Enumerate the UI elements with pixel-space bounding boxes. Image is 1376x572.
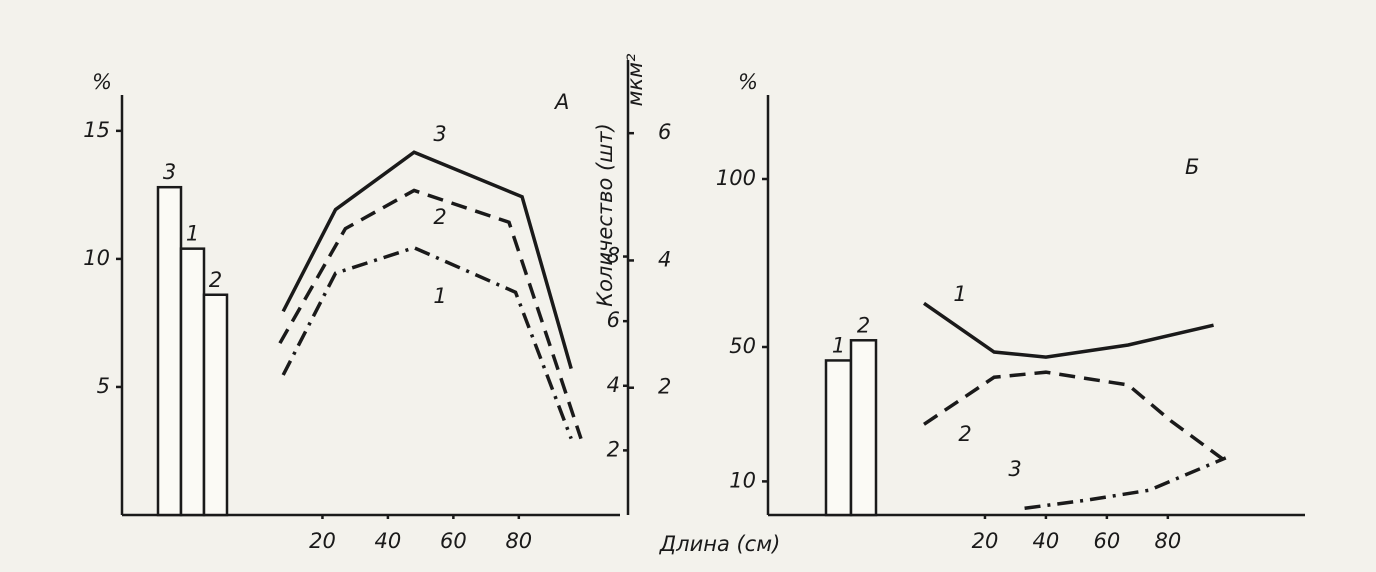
line-series [1024, 456, 1227, 511]
y-tick-label: 100 [716, 166, 756, 190]
line-series [278, 188, 583, 440]
bar-label: 2 [209, 268, 222, 292]
x-tick-label: 80 [505, 529, 532, 553]
y-tick-label: 5 [97, 374, 110, 398]
y2-axis-label: мкм² [623, 53, 647, 106]
panel-title: А [553, 90, 569, 114]
x-tick-label: 60 [440, 529, 467, 553]
bar-label: 1 [832, 333, 845, 357]
y-axis-label: % [738, 70, 758, 94]
series-label: 1 [433, 284, 446, 308]
y3-tick-label: 6 [607, 308, 620, 332]
x-tick-label: 80 [1154, 529, 1181, 553]
x-axis-label: Длина (см) [659, 532, 781, 556]
x-tick-label: 20 [972, 529, 999, 553]
y-tick-label: 10 [729, 468, 756, 492]
line-series [923, 301, 1214, 359]
y3-tick-label: 4 [607, 373, 620, 397]
series-label: 2 [958, 422, 971, 446]
bar [849, 339, 878, 517]
x-tick-label: 60 [1094, 529, 1121, 553]
y2-tick-label: 2 [658, 375, 671, 399]
y3-tick-label: 8 [607, 244, 620, 268]
y2-tick-label: 6 [658, 120, 671, 144]
x-tick-label: 40 [1033, 529, 1060, 553]
bar-label: 3 [163, 160, 176, 184]
y2-tick-label: 4 [658, 247, 671, 271]
bar [179, 247, 206, 517]
line-series [923, 370, 1227, 463]
y3-tick-label: 2 [607, 437, 620, 461]
series-label: 1 [953, 282, 966, 306]
x-tick-label: 20 [309, 529, 336, 553]
y-axis-label: % [92, 70, 112, 94]
x-tick-label: 40 [375, 529, 402, 553]
bar [156, 185, 183, 517]
bar-label: 2 [857, 313, 870, 337]
y3-axis-label: Количество (шт) [593, 123, 617, 307]
series-label: 2 [433, 205, 446, 229]
line-series [281, 245, 573, 440]
bar [824, 359, 853, 517]
y-tick-label: 10 [83, 246, 110, 270]
line-series [281, 150, 573, 370]
y-tick-label: 15 [83, 118, 110, 142]
panel-title: Б [1185, 155, 1199, 179]
y-tick-label: 50 [729, 334, 756, 358]
bar [202, 293, 229, 517]
series-label: 3 [1008, 457, 1021, 481]
series-label: 3 [433, 122, 446, 146]
bar-label: 1 [186, 222, 199, 246]
